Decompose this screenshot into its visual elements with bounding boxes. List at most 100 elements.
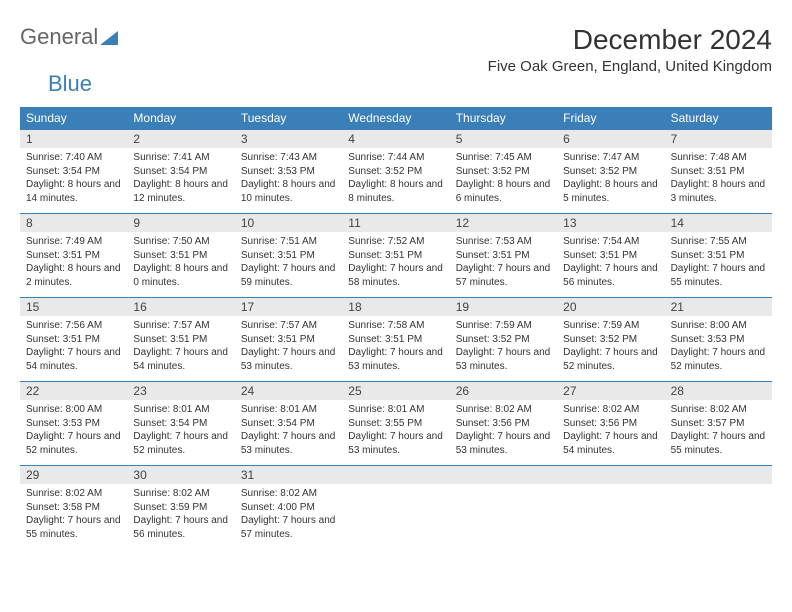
day-body: Sunrise: 7:40 AMSunset: 3:54 PMDaylight:… <box>20 148 127 213</box>
day-cell: 4Sunrise: 7:44 AMSunset: 3:52 PMDaylight… <box>342 129 449 213</box>
day-number: 21 <box>665 297 772 316</box>
sunset-line: Sunset: 3:51 PM <box>26 333 121 347</box>
sunset-line: Sunset: 3:51 PM <box>671 165 766 179</box>
week-row: 1Sunrise: 7:40 AMSunset: 3:54 PMDaylight… <box>20 129 772 213</box>
day-number: 6 <box>557 129 664 148</box>
day-cell: 1Sunrise: 7:40 AMSunset: 3:54 PMDaylight… <box>20 129 127 213</box>
sunset-line: Sunset: 3:51 PM <box>133 333 228 347</box>
sunset-line: Sunset: 3:54 PM <box>241 417 336 431</box>
day-cell: 21Sunrise: 8:00 AMSunset: 3:53 PMDayligh… <box>665 297 772 381</box>
day-number: 27 <box>557 381 664 400</box>
day-body: Sunrise: 8:00 AMSunset: 3:53 PMDaylight:… <box>20 400 127 465</box>
daylight-line: Daylight: 7 hours and 53 minutes. <box>456 346 551 373</box>
sunrise-line: Sunrise: 8:01 AM <box>133 403 228 417</box>
daylight-line: Daylight: 7 hours and 52 minutes. <box>671 346 766 373</box>
day-number <box>665 465 772 484</box>
day-body: Sunrise: 8:02 AMSunset: 3:56 PMDaylight:… <box>450 400 557 465</box>
day-body: Sunrise: 8:01 AMSunset: 3:55 PMDaylight:… <box>342 400 449 465</box>
sunset-line: Sunset: 3:51 PM <box>671 249 766 263</box>
calendar: SundayMondayTuesdayWednesdayThursdayFrid… <box>20 107 772 549</box>
day-number: 20 <box>557 297 664 316</box>
sunset-line: Sunset: 3:52 PM <box>348 165 443 179</box>
daylight-line: Daylight: 7 hours and 52 minutes. <box>26 430 121 457</box>
day-cell: 22Sunrise: 8:00 AMSunset: 3:53 PMDayligh… <box>20 381 127 465</box>
day-body: Sunrise: 8:01 AMSunset: 3:54 PMDaylight:… <box>127 400 234 465</box>
day-number: 16 <box>127 297 234 316</box>
sunrise-line: Sunrise: 8:02 AM <box>671 403 766 417</box>
day-body: Sunrise: 7:47 AMSunset: 3:52 PMDaylight:… <box>557 148 664 213</box>
daylight-line: Daylight: 7 hours and 53 minutes. <box>241 430 336 457</box>
day-number: 18 <box>342 297 449 316</box>
day-cell: 5Sunrise: 7:45 AMSunset: 3:52 PMDaylight… <box>450 129 557 213</box>
sunrise-line: Sunrise: 8:00 AM <box>26 403 121 417</box>
sunset-line: Sunset: 3:54 PM <box>133 165 228 179</box>
sunset-line: Sunset: 3:57 PM <box>671 417 766 431</box>
daylight-line: Daylight: 8 hours and 5 minutes. <box>563 178 658 205</box>
week-row: 22Sunrise: 8:00 AMSunset: 3:53 PMDayligh… <box>20 381 772 465</box>
day-body: Sunrise: 8:00 AMSunset: 3:53 PMDaylight:… <box>665 316 772 381</box>
sunset-line: Sunset: 3:51 PM <box>348 249 443 263</box>
day-number: 23 <box>127 381 234 400</box>
day-number: 8 <box>20 213 127 232</box>
logo-text-blue: Blue <box>48 71 92 97</box>
daylight-line: Daylight: 7 hours and 52 minutes. <box>133 430 228 457</box>
day-number: 31 <box>235 465 342 484</box>
sunrise-line: Sunrise: 7:59 AM <box>563 319 658 333</box>
day-cell: 15Sunrise: 7:56 AMSunset: 3:51 PMDayligh… <box>20 297 127 381</box>
sunset-line: Sunset: 3:56 PM <box>456 417 551 431</box>
day-number: 7 <box>665 129 772 148</box>
sunrise-line: Sunrise: 7:54 AM <box>563 235 658 249</box>
sunset-line: Sunset: 3:52 PM <box>563 165 658 179</box>
sunrise-line: Sunrise: 8:02 AM <box>563 403 658 417</box>
sunset-line: Sunset: 3:59 PM <box>133 501 228 515</box>
day-cell: 8Sunrise: 7:49 AMSunset: 3:51 PMDaylight… <box>20 213 127 297</box>
day-body: Sunrise: 7:45 AMSunset: 3:52 PMDaylight:… <box>450 148 557 213</box>
sunrise-line: Sunrise: 7:45 AM <box>456 151 551 165</box>
day-number <box>342 465 449 484</box>
day-cell: 12Sunrise: 7:53 AMSunset: 3:51 PMDayligh… <box>450 213 557 297</box>
sunrise-line: Sunrise: 8:01 AM <box>241 403 336 417</box>
sunset-line: Sunset: 3:53 PM <box>671 333 766 347</box>
daylight-line: Daylight: 8 hours and 6 minutes. <box>456 178 551 205</box>
day-body: Sunrise: 7:50 AMSunset: 3:51 PMDaylight:… <box>127 232 234 297</box>
day-body: Sunrise: 7:44 AMSunset: 3:52 PMDaylight:… <box>342 148 449 213</box>
day-body: Sunrise: 8:02 AMSunset: 3:59 PMDaylight:… <box>127 484 234 549</box>
day-body: Sunrise: 7:55 AMSunset: 3:51 PMDaylight:… <box>665 232 772 297</box>
day-cell: 24 Sunrise: 8:01 AMSunset: 3:54 PMDayligh… <box>235 381 342 465</box>
sunrise-line: Sunrise: 7:56 AM <box>26 319 121 333</box>
day-number: 28 <box>665 381 772 400</box>
day-body <box>665 484 772 534</box>
daylight-line: Daylight: 8 hours and 2 minutes. <box>26 262 121 289</box>
day-body: Sunrise: 8:02 AMSunset: 4:00 PMDaylight:… <box>235 484 342 549</box>
week-row: 8Sunrise: 7:49 AMSunset: 3:51 PMDaylight… <box>20 213 772 297</box>
sunrise-line: Sunrise: 8:02 AM <box>26 487 121 501</box>
month-title: December 2024 <box>488 24 772 56</box>
day-cell: 30Sunrise: 8:02 AMSunset: 3:59 PMDayligh… <box>127 465 234 549</box>
day-cell: 2Sunrise: 7:41 AMSunset: 3:54 PMDaylight… <box>127 129 234 213</box>
day-cell: 7Sunrise: 7:48 AMSunset: 3:51 PMDaylight… <box>665 129 772 213</box>
daylight-line: Daylight: 7 hours and 58 minutes. <box>348 262 443 289</box>
day-header-friday: Friday <box>557 107 664 129</box>
daylight-line: Daylight: 7 hours and 59 minutes. <box>241 262 336 289</box>
day-cell: 27Sunrise: 8:02 AMSunset: 3:56 PMDayligh… <box>557 381 664 465</box>
daylight-line: Daylight: 7 hours and 53 minutes. <box>241 346 336 373</box>
day-cell: 28 Sunrise: 8:02 AMSunset: 3:57 PMDayligh… <box>665 381 772 465</box>
sunset-line: Sunset: 3:52 PM <box>456 333 551 347</box>
day-cell: 23Sunrise: 8:01 AMSunset: 3:54 PMDayligh… <box>127 381 234 465</box>
sunset-line: Sunset: 3:54 PM <box>133 417 228 431</box>
daylight-line: Daylight: 7 hours and 55 minutes. <box>671 430 766 457</box>
day-header-saturday: Saturday <box>665 107 772 129</box>
day-body: Sunrise: 7:51 AMSunset: 3:51 PMDaylight:… <box>235 232 342 297</box>
sunrise-line: Sunrise: 7:57 AM <box>133 319 228 333</box>
day-cell: 29Sunrise: 8:02 AMSunset: 3:58 PMDayligh… <box>20 465 127 549</box>
day-number: 25 <box>342 381 449 400</box>
sunrise-line: Sunrise: 7:40 AM <box>26 151 121 165</box>
day-number: 24 <box>235 381 342 400</box>
daylight-line: Daylight: 7 hours and 53 minutes. <box>456 430 551 457</box>
sunrise-line: Sunrise: 7:52 AM <box>348 235 443 249</box>
day-body: Sunrise: 7:52 AMSunset: 3:51 PMDaylight:… <box>342 232 449 297</box>
sunrise-line: Sunrise: 8:02 AM <box>241 487 336 501</box>
day-number <box>557 465 664 484</box>
day-number: 14 <box>665 213 772 232</box>
sunrise-line: Sunrise: 7:55 AM <box>671 235 766 249</box>
